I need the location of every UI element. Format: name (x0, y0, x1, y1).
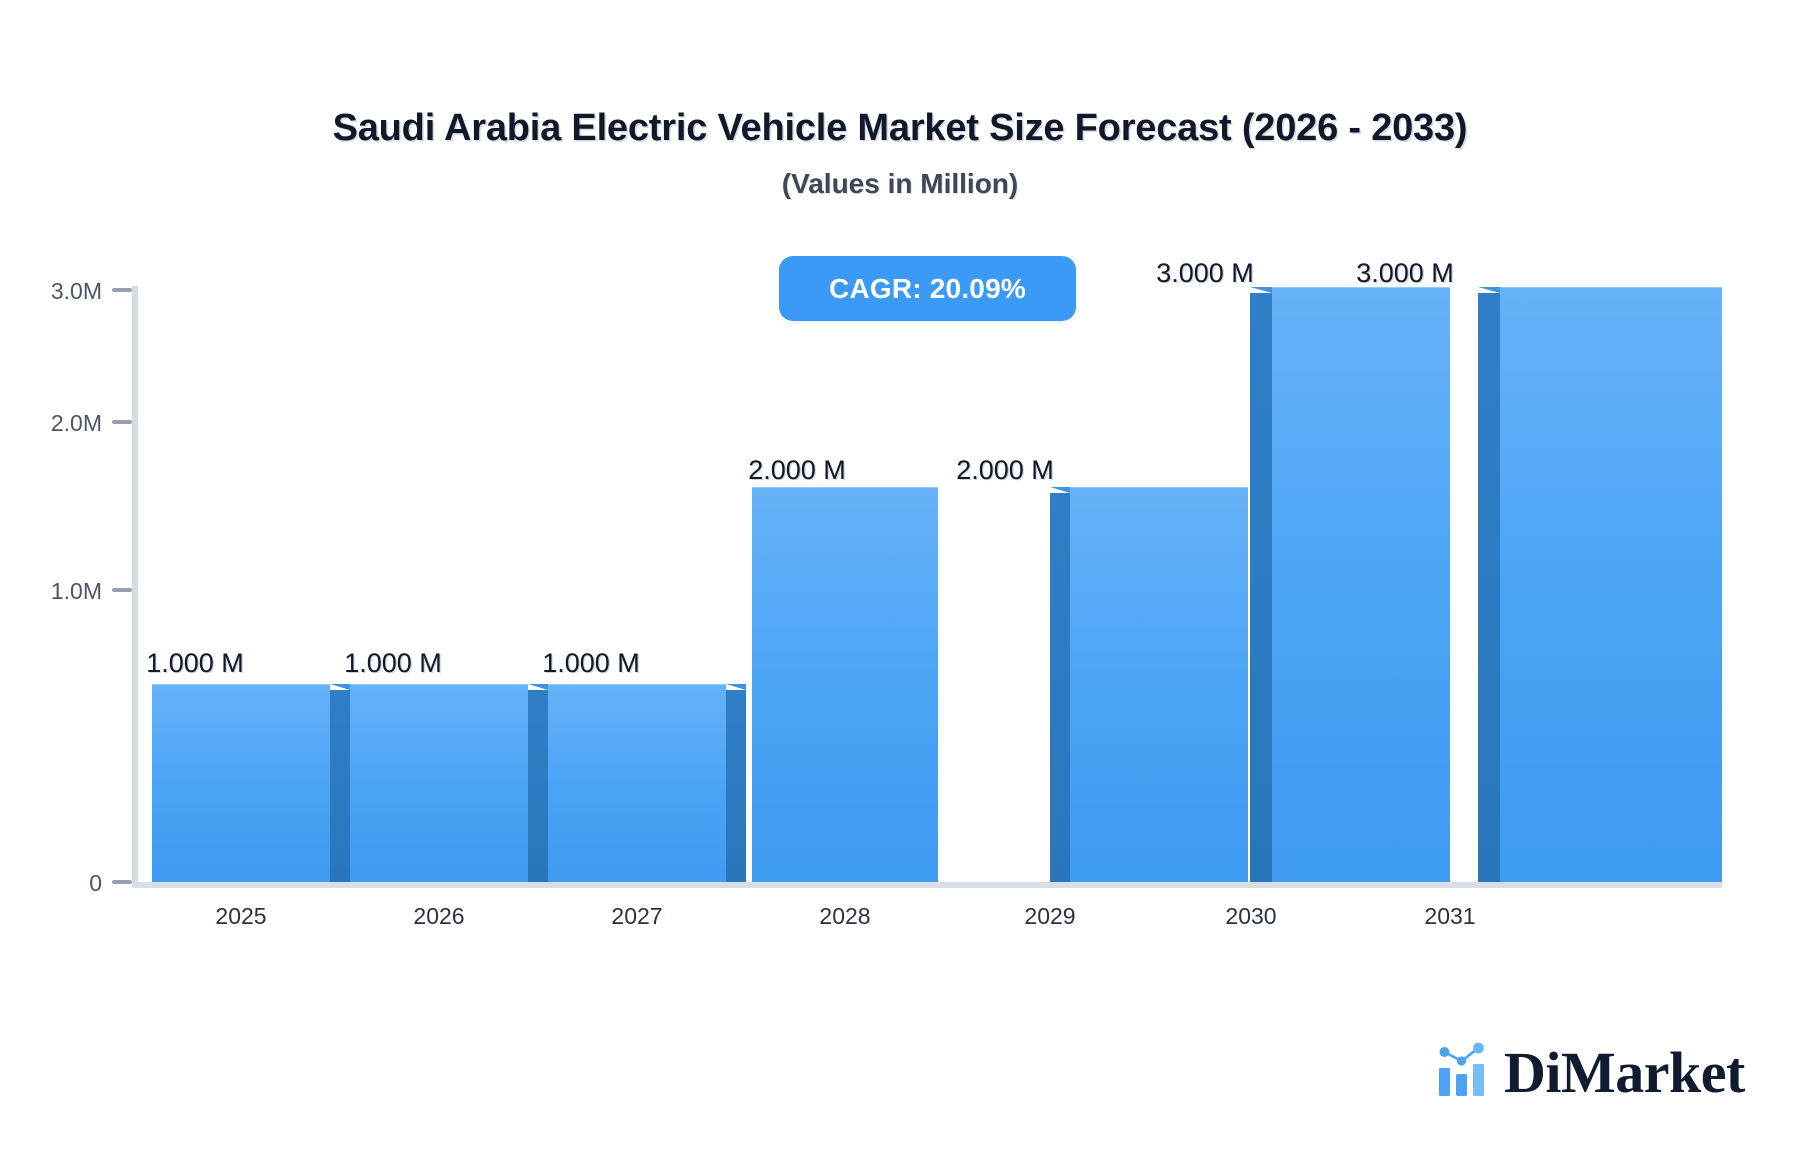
bar-side-2026 (528, 690, 548, 882)
bar-side-2027 (726, 690, 746, 882)
y-tick-dash-0 (112, 880, 132, 884)
y-tick-dash-3 (112, 288, 132, 292)
bar-side-2029 (1050, 493, 1070, 882)
bar-value-label-2025: 1.000 M (146, 648, 244, 678)
bar-side-2031 (1478, 293, 1500, 882)
bar-side-2030 (1250, 293, 1272, 882)
bar-front-2031[interactable] (1500, 287, 1722, 882)
bar-value-label-2026: 1.000 M (344, 648, 442, 678)
y-tick-dash-2 (112, 420, 132, 424)
x-tick-label-2025: 2025 (215, 903, 267, 929)
brand-logo: DiMarket (1436, 1042, 1745, 1103)
bar-value-label-2028: 2.000 M (748, 455, 846, 485)
x-tick-label-2030: 2030 (1225, 903, 1277, 929)
bar-value-label-2031: 3.000 M (1356, 258, 1454, 288)
bar-value-label-2027: 1.000 M (542, 648, 640, 678)
bar-value-label-2030: 3.000 M (1156, 258, 1254, 288)
bar-front-2027[interactable] (548, 684, 726, 882)
x-tick-label-2031: 2031 (1424, 903, 1476, 929)
x-axis-line (132, 882, 1722, 888)
bar-side-2025 (330, 690, 350, 882)
y-tick-label-0: 0 (89, 870, 102, 896)
bar-cap-2025 (330, 684, 350, 690)
bar-cap-2026 (528, 684, 548, 690)
page-subtitle: (Values in Million) (781, 168, 1019, 199)
bar-cap-2027 (726, 684, 746, 690)
y-tick-label-2: 2.0M (50, 410, 102, 436)
bar-chart-icon (1436, 1042, 1494, 1103)
bar-cap-2029 (1050, 487, 1070, 493)
bar-front-2029[interactable] (1070, 487, 1248, 882)
x-tick-label-2026: 2026 (413, 903, 465, 929)
bar-front-2030[interactable] (1272, 287, 1450, 882)
y-tick-dash-1 (112, 588, 132, 592)
x-tick-label-2029: 2029 (1024, 903, 1076, 929)
y-axis-line (132, 286, 138, 886)
cagr-badge: CAGR: 20.09% (779, 256, 1076, 321)
bar-front-2028[interactable] (752, 487, 938, 882)
y-tick-label-1: 1.0M (50, 578, 102, 604)
bar-value-label-2029: 2.000 M (956, 455, 1054, 485)
bar-front-2026[interactable] (350, 684, 528, 882)
y-tick-label-3: 3.0M (50, 278, 102, 304)
bar-cap-2030 (1250, 287, 1272, 293)
bar-front-2025[interactable] (152, 684, 330, 882)
brand-name: DiMarket (1504, 1039, 1745, 1105)
x-tick-label-2027: 2027 (611, 903, 663, 929)
page-title: Saudi Arabia Electric Vehicle Market Siz… (332, 107, 1468, 149)
x-tick-label-2028: 2028 (819, 903, 871, 929)
bar-cap-2031 (1478, 287, 1500, 293)
